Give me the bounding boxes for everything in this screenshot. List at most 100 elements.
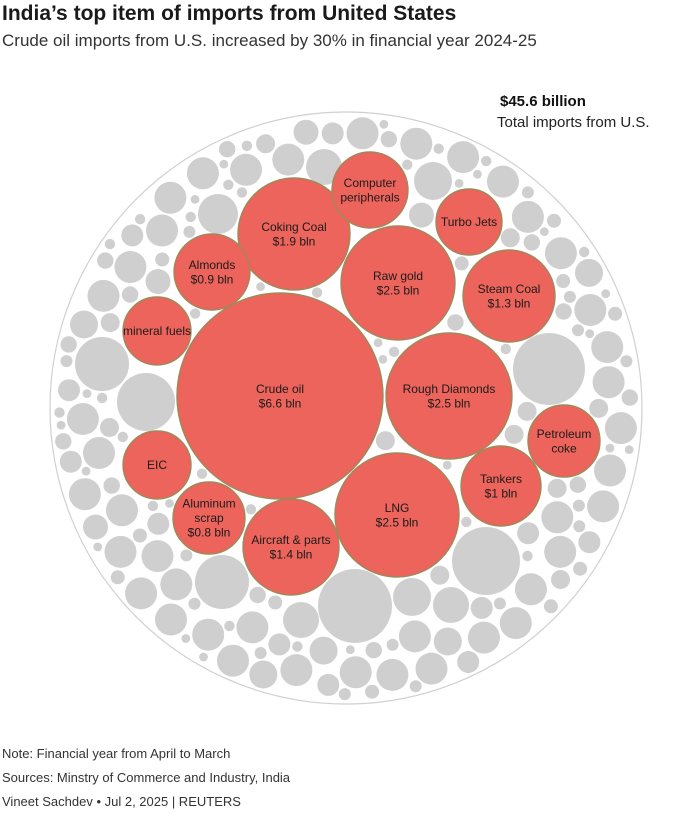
- other-item-bubble: [481, 155, 492, 167]
- import-item-bubble: [334, 452, 460, 578]
- bubble-label: Tankers: [480, 472, 522, 486]
- other-item-bubble: [160, 568, 193, 601]
- import-item-bubble: [172, 481, 246, 555]
- other-item-bubble: [155, 603, 187, 636]
- other-item-bubble: [454, 179, 464, 188]
- other-item-bubble: [452, 527, 520, 595]
- bubble-label: Coking Coal: [261, 220, 326, 234]
- other-item-bubble: [83, 437, 115, 469]
- other-item-bubble: [236, 187, 248, 198]
- other-item-bubble: [318, 569, 392, 643]
- other-item-bubble: [433, 143, 444, 154]
- other-item-bubble: [96, 392, 108, 404]
- other-item-bubble: [241, 140, 253, 151]
- bubble-value: $0.8 bln: [188, 526, 231, 540]
- other-item-bubble: [195, 555, 249, 609]
- other-item-bubble: [461, 516, 472, 528]
- other-item-bubble: [547, 213, 561, 228]
- other-item-bubble: [605, 443, 615, 453]
- bubble-label: Almonds: [189, 258, 236, 272]
- other-item-bubble: [608, 306, 623, 321]
- other-item-bubble: [543, 599, 558, 614]
- other-item-bubble: [400, 127, 433, 160]
- other-item-bubble: [311, 287, 323, 298]
- other-item-bubble: [500, 343, 511, 355]
- other-item-bubble: [486, 165, 519, 198]
- other-item-bubble: [309, 636, 338, 665]
- other-item-bubble: [563, 290, 576, 303]
- bubble-value: $6.6 bln: [259, 396, 302, 410]
- other-item-bubble: [321, 122, 344, 145]
- other-item-bubble: [114, 251, 147, 283]
- other-item-bubble: [100, 418, 119, 437]
- other-item-bubble: [604, 412, 637, 445]
- other-item-bubble: [573, 520, 586, 533]
- bubble-label: Aluminum: [182, 497, 235, 511]
- other-item-bubble: [146, 214, 178, 247]
- other-item-bubble: [433, 627, 462, 656]
- other-item-bubble: [256, 282, 265, 292]
- other-item-bubble: [155, 252, 170, 267]
- other-item-bubble: [192, 618, 225, 651]
- other-item-bubble: [541, 501, 574, 534]
- other-item-bubble: [121, 286, 139, 303]
- other-item-bubble: [268, 595, 283, 610]
- import-item-bubble: [173, 233, 251, 311]
- other-item-bubble: [183, 225, 196, 238]
- credit: Vineet Sachdev • Jul 2, 2025 | REUTERS: [2, 794, 241, 809]
- other-item-bubble: [579, 246, 590, 258]
- other-item-bubble: [185, 211, 196, 223]
- bubble-value: $1.9 bln: [273, 234, 316, 248]
- other-item-bubble: [376, 658, 409, 691]
- other-item-bubble: [517, 522, 540, 545]
- other-item-bubble: [365, 642, 382, 659]
- other-item-bubble: [56, 420, 66, 430]
- bubble-label: coke: [551, 441, 577, 455]
- bubble-value: $1.4 bln: [270, 547, 313, 561]
- other-item-bubble: [186, 157, 219, 190]
- import-item-bubble: [340, 225, 456, 341]
- import-item-bubble: [176, 292, 384, 500]
- other-item-bubble: [190, 194, 200, 204]
- other-item-bubble: [147, 512, 170, 535]
- import-item-bubble: [242, 498, 340, 596]
- other-item-bubble: [447, 141, 480, 174]
- other-item-bubble: [393, 578, 431, 616]
- other-item-bubble: [379, 119, 389, 129]
- other-item-bubble: [249, 660, 278, 689]
- bubble-label: mineral fuels: [123, 324, 191, 338]
- bubble-label: scrap: [194, 511, 224, 525]
- other-item-bubble: [125, 577, 158, 610]
- other-item-bubble: [373, 338, 383, 348]
- other-item-bubble: [467, 621, 500, 654]
- import-item-bubble: [331, 151, 409, 229]
- other-item-bubble: [470, 596, 493, 619]
- other-item-bubble: [447, 314, 464, 331]
- other-item-bubble: [594, 454, 626, 487]
- other-item-bubble: [386, 638, 399, 651]
- other-item-bubble: [457, 651, 480, 673]
- other-item-bubble: [499, 607, 532, 640]
- other-item-bubble: [58, 379, 80, 402]
- other-item-bubble: [219, 141, 236, 158]
- other-item-bubble: [60, 355, 73, 368]
- other-item-bubble: [190, 308, 201, 319]
- other-item-bubble: [544, 237, 577, 270]
- other-item-bubble: [75, 337, 129, 391]
- other-item-bubble: [121, 224, 144, 247]
- other-item-bubble: [145, 269, 171, 294]
- other-item-bubble: [522, 550, 533, 562]
- other-item-bubble: [268, 633, 291, 656]
- other-item-bubble: [592, 366, 625, 399]
- other-item-bubble: [230, 153, 262, 186]
- bubble-value: $2.5 bln: [377, 283, 420, 297]
- other-item-bubble: [504, 424, 524, 444]
- import-item-bubble: [122, 430, 192, 500]
- other-item-bubble: [283, 602, 319, 638]
- other-item-bubble: [573, 561, 588, 576]
- other-item-bubble: [591, 331, 624, 364]
- other-item-bubble: [180, 549, 193, 562]
- other-item-bubble: [81, 466, 91, 476]
- other-item-bubble: [345, 645, 355, 655]
- bubble-label: EIC: [147, 458, 167, 472]
